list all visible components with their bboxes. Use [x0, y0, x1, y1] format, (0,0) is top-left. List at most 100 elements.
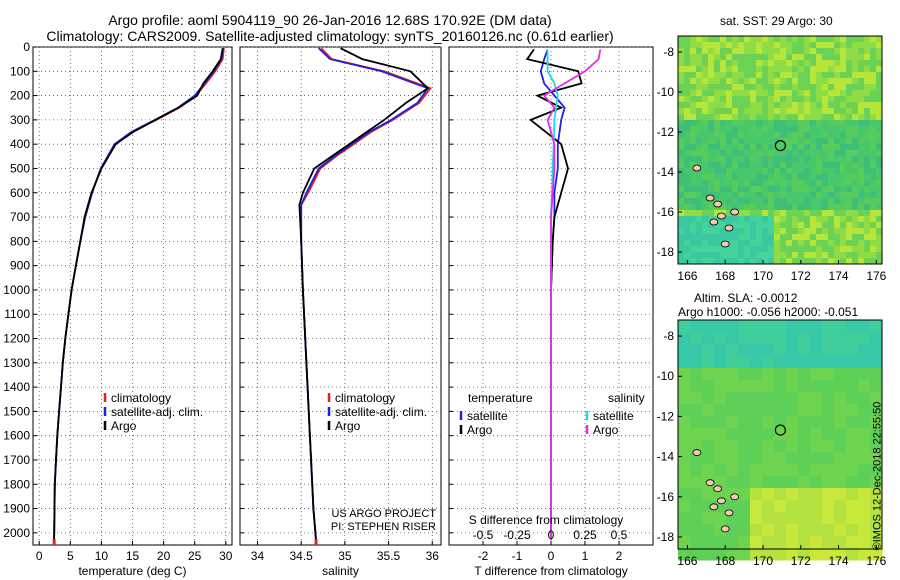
map-cell	[750, 96, 757, 103]
map-cell	[834, 488, 847, 501]
map-cell	[870, 416, 883, 429]
map-cell	[750, 404, 763, 417]
map-cell	[840, 162, 847, 169]
map-cell	[780, 234, 787, 241]
map-cell	[798, 234, 805, 241]
map-cell	[792, 186, 799, 193]
map-cell	[846, 380, 859, 393]
map-cell	[876, 78, 883, 85]
map-cell	[744, 192, 751, 199]
map-cell	[678, 512, 691, 525]
map-cell	[678, 108, 685, 115]
map-cell	[702, 246, 709, 253]
island-shape	[713, 485, 723, 493]
map-cell	[846, 42, 853, 49]
map-cell	[690, 132, 697, 139]
map-cell	[786, 500, 799, 513]
map-cell	[786, 60, 793, 67]
map-cell	[732, 72, 739, 79]
map-cell	[690, 198, 697, 205]
map-cell	[822, 356, 835, 369]
map-cell	[852, 138, 859, 145]
map-cell	[858, 126, 865, 133]
map-cell	[714, 156, 721, 163]
map-cell	[696, 192, 703, 199]
map-cell	[714, 66, 721, 73]
map-cell	[798, 210, 805, 217]
map-cell	[708, 66, 715, 73]
map-cell	[810, 180, 817, 187]
map-cell	[852, 258, 859, 265]
map-cell	[870, 162, 877, 169]
map-cell	[840, 174, 847, 181]
map-cell	[690, 476, 703, 489]
map-cell	[714, 108, 721, 115]
map-cell	[690, 216, 697, 223]
map-cell	[690, 258, 697, 265]
map-x-tick-label: 166	[677, 554, 697, 568]
map-cell	[690, 54, 697, 61]
map-cell	[678, 344, 691, 357]
map-cell	[738, 344, 751, 357]
map-cell	[804, 246, 811, 253]
map-cell	[726, 476, 739, 489]
map-cell	[810, 500, 823, 513]
map-cell	[690, 240, 697, 247]
map-cell	[684, 60, 691, 67]
map-cell	[792, 228, 799, 235]
map-cell	[702, 198, 709, 205]
map-cell	[738, 78, 745, 85]
map-cell	[750, 258, 757, 265]
map-cell	[708, 60, 715, 67]
map-cell	[816, 96, 823, 103]
map-cell	[804, 234, 811, 241]
map-cell	[870, 84, 877, 91]
map-cell	[774, 240, 781, 247]
map-cell	[678, 440, 691, 453]
map-cell	[852, 120, 859, 127]
map-cell	[810, 380, 823, 393]
map-cell	[774, 252, 781, 259]
map-cell	[744, 48, 751, 55]
map-cell	[762, 428, 775, 441]
map-cell	[762, 440, 775, 453]
map-cell	[726, 332, 739, 345]
map-cell	[702, 524, 715, 537]
map-cell	[840, 120, 847, 127]
map-cell	[678, 452, 691, 465]
map-cell	[816, 150, 823, 157]
map-x-tick-label: 176	[866, 269, 886, 283]
map-cell	[726, 132, 733, 139]
map-cell	[870, 356, 883, 369]
map-cell	[780, 192, 787, 199]
map-cell	[834, 36, 841, 43]
map-cell	[876, 162, 883, 169]
map-cell	[702, 84, 709, 91]
map-cell	[846, 428, 859, 441]
map-cell	[696, 144, 703, 151]
island-shape	[692, 449, 702, 456]
map-cell	[756, 36, 763, 43]
map-cell	[726, 126, 733, 133]
map-cell	[750, 392, 763, 405]
map-cell	[702, 72, 709, 79]
map-cell	[768, 192, 775, 199]
map-cell	[714, 60, 721, 67]
map-cell	[702, 416, 715, 429]
map-cell	[720, 36, 727, 43]
map-cell	[750, 114, 757, 121]
map-cell	[684, 48, 691, 55]
map-cell	[690, 380, 703, 393]
map-cell	[858, 488, 871, 501]
map-cell	[774, 548, 787, 561]
map-cell	[810, 192, 817, 199]
map-cell	[690, 84, 697, 91]
plot-title-line1: Argo profile: aoml 5904119_90 26-Jan-201…	[108, 12, 552, 28]
map-cell	[852, 132, 859, 139]
map-cell	[846, 524, 859, 537]
map-cell	[864, 246, 871, 253]
map-cell	[678, 168, 685, 175]
map-cell	[852, 246, 859, 253]
map-cell	[744, 84, 751, 91]
legend-label: Argo	[593, 423, 619, 437]
